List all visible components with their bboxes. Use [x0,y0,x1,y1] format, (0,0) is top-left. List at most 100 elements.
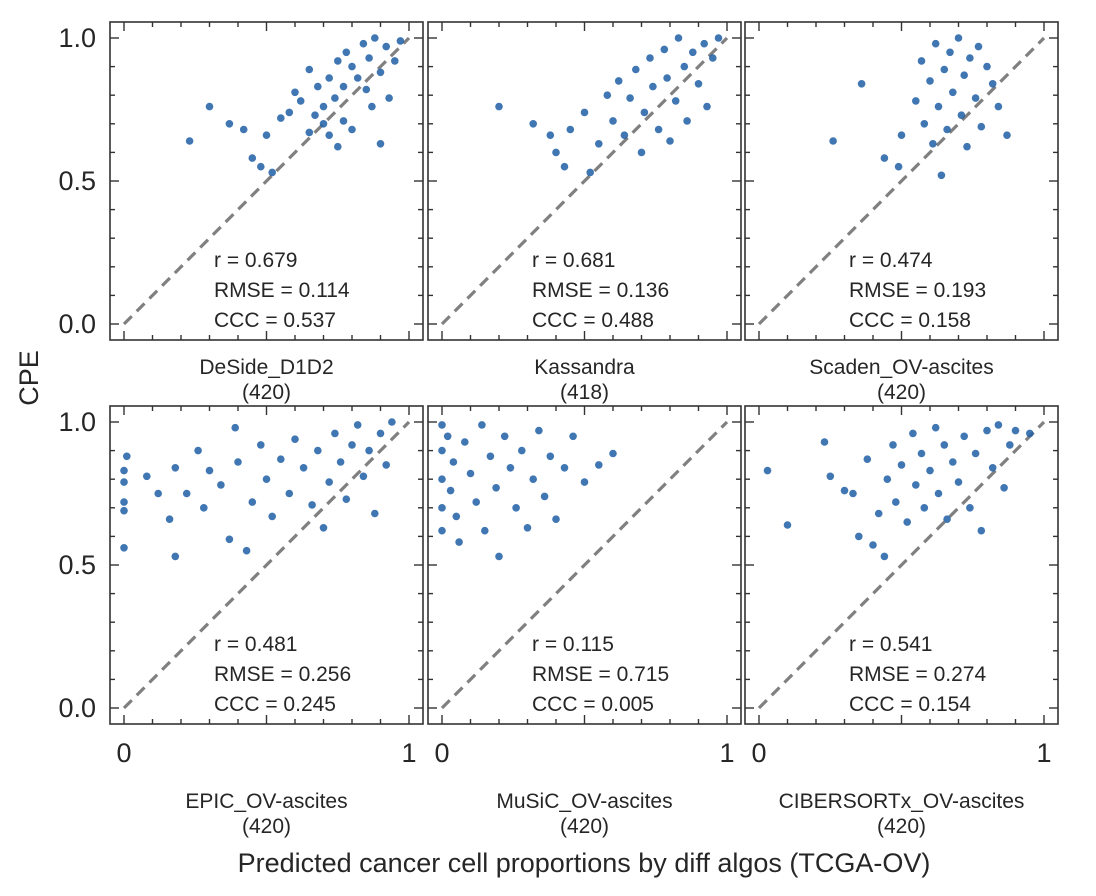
data-point [552,515,560,523]
data-point [362,85,371,94]
data-point [983,62,991,71]
identity-line [757,36,1046,326]
data-point [438,526,446,535]
data-point [353,74,362,82]
data-point [626,94,634,102]
data-point [299,464,308,472]
stat-label: r = 0.541 [849,633,932,656]
data-point [1006,441,1014,449]
data-point [466,469,475,478]
data-point [334,57,342,65]
data-point [325,478,334,486]
panel: r = 0.541 RMSE = 0.274 CCC = 0.154 0 1 CIBERS… [744,405,1059,838]
data-point [897,461,906,469]
data-point [277,455,285,464]
data-point [291,88,299,97]
data-point [1011,426,1020,435]
data-point [897,131,906,139]
data-point [438,475,446,484]
panel: r = 0.115 RMSE = 0.715 CCC = 0.005 0 1 MuSiC_… [427,405,742,838]
data-point [311,111,319,119]
data-point [225,535,234,544]
data-point [120,466,128,475]
data-point [182,489,191,498]
data-point [319,102,328,111]
data-point [257,162,265,171]
data-point [461,438,469,446]
data-point [580,108,589,117]
data-point [305,65,314,74]
data-point [609,117,617,125]
data-point [339,82,348,91]
identity-line [122,420,411,710]
data-point [314,82,322,91]
stat-label: r = 0.681 [532,249,615,272]
data-point [438,421,446,429]
stat-label: RMSE = 0.193 [849,279,986,302]
data-point [609,449,617,458]
data-point [595,140,603,148]
y-tick-label: 1.0 [58,23,96,53]
stat-label: CCC = 0.537 [214,309,336,332]
data-point [359,39,368,48]
data-point [674,34,683,42]
data-point [966,54,974,62]
data-point [889,441,897,449]
data-point [1026,429,1034,438]
data-point [334,142,342,151]
data-point [446,486,455,495]
data-point [171,464,180,472]
data-point [353,421,362,429]
data-point [500,432,509,441]
data-point [242,546,251,555]
data-point [703,102,711,111]
data-point [660,45,669,54]
data-point [291,435,299,444]
x-tick-label: 0 [434,738,449,768]
data-point [966,504,974,512]
data-point [348,441,356,449]
data-point [857,80,866,88]
stat-label: r = 0.115 [532,633,614,656]
data-point [365,54,373,62]
data-point [971,449,980,458]
data-point [123,452,131,461]
data-point [231,423,239,432]
stat-label: r = 0.474 [849,249,933,272]
panel-title: Scaden_OV-ascites [809,356,993,379]
data-point [325,74,334,82]
data-point [382,461,391,469]
panel-sample-count: (418) [560,381,609,404]
data-point [492,484,500,492]
data-point [829,137,837,145]
stat-label: RMSE = 0.114 [214,279,350,302]
data-point [826,472,835,481]
data-point [700,39,708,48]
data-point [917,57,926,65]
data-point [954,34,963,42]
data-point [988,464,997,472]
data-point [983,426,991,435]
stat-label: r = 0.481 [214,633,297,656]
data-point [185,137,194,145]
stat-label: r = 0.679 [214,249,297,272]
data-point [963,142,971,151]
data-point [632,65,640,74]
panel-title: CIBERSORTx_OV-ascites [779,790,1025,813]
data-point [709,54,717,62]
data-point [506,464,515,472]
data-point [595,461,603,469]
data-point [1000,484,1008,492]
panel: r = 0.481 RMSE = 0.256 CCC = 0.245 0.0 0.5 1.… [58,405,424,838]
data-point [277,114,285,122]
panel: r = 0.679 RMSE = 0.114 CCC = 0.537 0.0 0.5 1.… [58,21,424,404]
data-point [603,91,612,99]
x-axis-label: Predicted cancer cell proportions by dif… [238,848,931,878]
data-point [892,498,900,506]
data-point [869,541,877,549]
x-tick-label: 0 [116,738,131,768]
data-point [663,74,671,82]
data-point [495,552,503,561]
data-point [840,486,849,495]
